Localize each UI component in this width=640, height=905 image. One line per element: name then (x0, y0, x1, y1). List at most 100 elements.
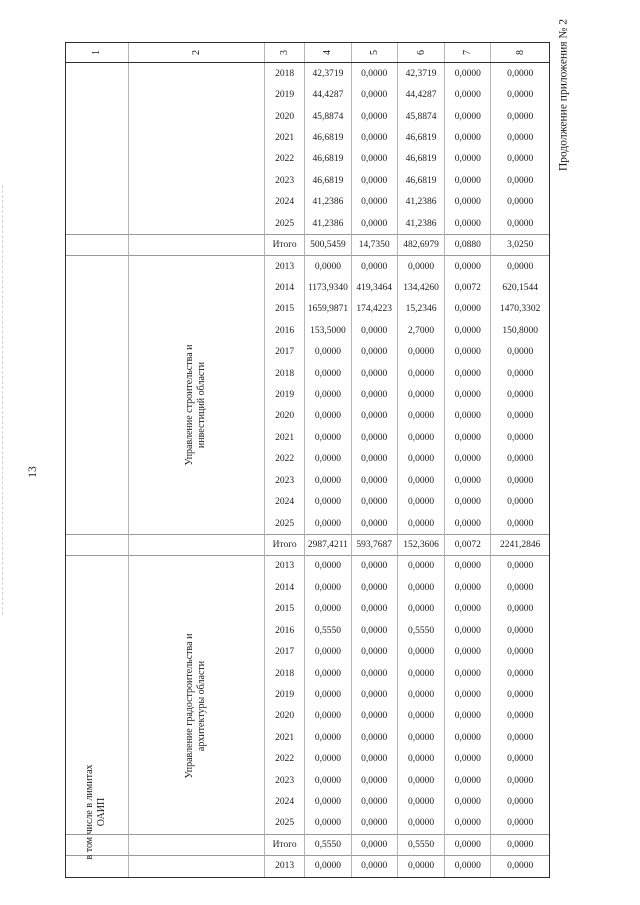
value-cell: 0,0000 (398, 598, 446, 620)
value-cell: 0,0000 (445, 170, 492, 192)
value-cell: 620,1544 (502, 282, 538, 293)
value-cell: 0,0000 (507, 175, 534, 186)
value-cell: 0,0000 (445, 812, 492, 835)
column-number-cell: 7 (445, 43, 492, 62)
value-cell: 0,0000 (445, 727, 492, 749)
year-cell: 2023 (265, 170, 306, 192)
value-cell: 0,0000 (507, 711, 534, 722)
value-cell: 46,6819 (398, 170, 446, 192)
value-cell: 46,6819 (398, 148, 446, 171)
column-number-cell: 8 (491, 43, 549, 62)
value-cell: 0,0000 (351, 834, 398, 856)
value-cell: 0,0000 (352, 684, 398, 706)
value-cell: 0,0000 (305, 598, 352, 620)
empty-cell (66, 191, 129, 213)
value-cell: 0,5550 (305, 619, 352, 642)
year-cell: 2020 (265, 705, 306, 728)
value-cell: 0,0000 (445, 191, 492, 213)
value-cell: 0,0000 (445, 512, 492, 535)
table-row: 2020 45,8874 0,0000 45,8874 0,0000 0,0000 (66, 105, 549, 128)
value-cell: 46,6819 (305, 148, 352, 171)
value-cell: 0,0000 (352, 641, 398, 663)
column-number: 5 (368, 50, 380, 55)
value-cell: 45,8874 (305, 105, 352, 128)
value-cell: 0,0000 (305, 727, 352, 749)
column-number-cell: 4 (305, 43, 352, 62)
column-number-cell: 2 (129, 43, 266, 62)
value-cell: 152,3606 (397, 534, 446, 556)
value-cell: 0,0000 (507, 432, 534, 443)
empty-cell (66, 812, 129, 835)
value-cell: 0,0000 (398, 405, 446, 428)
empty-cell (66, 255, 129, 278)
value-cell: 0,0000 (352, 491, 398, 513)
value-cell: 0,0000 (445, 748, 492, 770)
year-cell: 2017 (265, 641, 306, 663)
table-row: 2018 0,0000 0,0000 0,0000 0,0000 0,0000 (66, 362, 549, 385)
empty-cell (66, 84, 129, 106)
table-row: 2019 44,4287 0,0000 44,4287 0,0000 0,0000 (66, 84, 549, 106)
continuation-note: Продолжение приложения № 2 (557, 18, 570, 172)
value-cell: 0,0000 (445, 705, 492, 728)
year-cell: 2025 (265, 812, 306, 835)
year-cell: 2023 (265, 470, 306, 492)
empty-cell (66, 641, 129, 663)
value-cell: 174,4223 (352, 298, 398, 321)
year-cell: 2016 (265, 619, 306, 642)
year-cell: 2024 (265, 191, 306, 213)
value-cell: 0,0000 (398, 491, 446, 513)
table-row: 2013 0,0000 0,0000 0,0000 0,0000 0,0000 (66, 555, 549, 578)
empty-cell (66, 834, 129, 856)
value-cell: 0,0000 (507, 497, 534, 508)
value-cell: 0,0000 (352, 362, 398, 385)
value-cell: 0,0000 (507, 797, 534, 808)
value-cell: 0,0000 (507, 90, 534, 101)
year-cell: 2025 (265, 212, 306, 235)
year-cell: 2014 (265, 277, 306, 299)
year-cell: 2025 (265, 512, 306, 535)
empty-cell (129, 105, 266, 128)
value-cell: 46,6819 (398, 127, 446, 149)
value-cell: 0,0000 (445, 127, 492, 149)
year-cell: 2020 (265, 405, 306, 428)
table-row: 2022 46,6819 0,0000 46,6819 0,0000 0,0000 (66, 148, 549, 171)
table-row: 2020 0,0000 0,0000 0,0000 0,0000 0,0000 (66, 405, 549, 428)
value-cell: 15,2346 (398, 298, 446, 321)
value-cell: 0,0000 (445, 448, 492, 471)
value-cell: 0,0000 (445, 384, 492, 406)
table-row: 2024 41,2386 0,0000 41,2386 0,0000 0,0000 (66, 191, 549, 213)
empty-cell (66, 598, 129, 620)
value-cell: 0,0000 (352, 791, 398, 813)
empty-cell (66, 491, 129, 513)
department-label: Управление строительства и инвестиций об… (184, 344, 207, 466)
value-cell: 0,0000 (352, 255, 398, 278)
value-cell: 153,5000 (305, 320, 352, 342)
empty-cell (66, 148, 129, 171)
value-cell: 0,0000 (445, 427, 492, 449)
value-cell: 0,0000 (305, 812, 352, 835)
value-cell: 0,0000 (507, 604, 534, 615)
value-cell: 0,0000 (352, 127, 398, 149)
value-cell: 0,0000 (445, 84, 492, 106)
value-cell: 41,2386 (398, 212, 446, 235)
value-cell: 44,4287 (305, 84, 352, 106)
year-cell: 2013 (265, 555, 306, 578)
value-cell: 0,0000 (352, 148, 398, 171)
value-cell: 0,0000 (445, 362, 492, 385)
empty-cell (129, 298, 266, 321)
year-cell: 2014 (265, 577, 306, 599)
value-cell: 0,0000 (352, 598, 398, 620)
value-cell: 0,0000 (352, 384, 398, 406)
empty-cell (129, 362, 266, 385)
value-cell: 0,0000 (305, 641, 352, 663)
value-cell: 0,0000 (398, 255, 446, 278)
empty-cell (129, 727, 266, 749)
column-number: 7 (462, 50, 474, 55)
value-cell: 0,0000 (507, 454, 534, 465)
value-cell: 0,0000 (305, 855, 352, 878)
table-row: 2013 0,0000 0,0000 0,0000 0,0000 0,0000 (66, 855, 549, 878)
value-cell: 0,0000 (352, 405, 398, 428)
table-row: 2019 0,0000 0,0000 0,0000 0,0000 0,0000 (66, 684, 549, 706)
table-row: 2019 0,0000 0,0000 0,0000 0,0000 0,0000 (66, 384, 549, 406)
empty-cell (66, 748, 129, 770)
